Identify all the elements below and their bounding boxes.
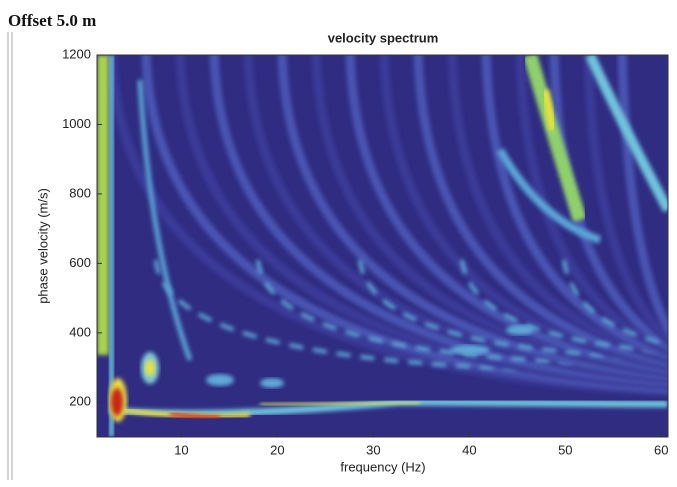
spectrum-band: [209, 55, 668, 387]
spectrum-band: [583, 55, 668, 346]
spectrum-band: [413, 55, 668, 368]
spectrum-band: [107, 55, 668, 396]
spectrum-band: [481, 55, 668, 360]
spectrum-feature: [259, 400, 421, 407]
spectrum-band: [243, 55, 668, 384]
spectrum-band: [141, 55, 668, 393]
spectrum-feature: [111, 388, 123, 416]
chart-title: velocity spectrum: [328, 30, 439, 45]
spectrum-feature: [506, 325, 534, 335]
y-tick-label: 1200: [62, 46, 91, 61]
spectrum-feature: [585, 55, 668, 213]
spectrum-band: [277, 55, 668, 381]
x-axis-label: frequency (Hz): [340, 459, 425, 474]
x-tick-label: 50: [558, 442, 572, 457]
spectrum-band: [256, 259, 668, 366]
spectrum-feature: [169, 411, 221, 420]
y-tick-label: 400: [69, 324, 91, 339]
y-tick-label: 800: [69, 185, 91, 200]
x-tick-label: 30: [366, 442, 380, 457]
spectrum-feature: [137, 79, 193, 361]
spectrum-band: [549, 55, 668, 352]
spectrum-band: [175, 55, 668, 390]
spectrum-feature: [206, 374, 234, 386]
y-axis-label: phase velocity (m/s): [35, 188, 50, 304]
spectrum-feature: [523, 55, 587, 223]
spectrum-feature: [541, 89, 557, 131]
x-tick-label: 20: [270, 442, 284, 457]
spectrum-feature: [450, 345, 490, 355]
offset-label: Offset 5.0 m: [8, 11, 96, 30]
x-tick-label: 10: [174, 442, 188, 457]
spectrum-feature: [496, 148, 602, 244]
spectrum-feature: [109, 55, 114, 437]
plot-frame: [96, 54, 669, 438]
spectrum-band: [515, 55, 668, 356]
spectrum-band: [311, 55, 668, 378]
y-tick-label: 600: [69, 255, 91, 270]
spectrum-band: [447, 55, 668, 364]
spectrum-feature: [260, 378, 284, 388]
x-tick-label: 40: [462, 442, 476, 457]
spectrum-band: [460, 259, 668, 354]
spectrum-band: [562, 259, 668, 346]
y-tick-label: 1000: [62, 116, 91, 131]
spectrum-band: [617, 55, 668, 338]
spectrum-feature: [145, 360, 155, 376]
y-tick-label: 200: [69, 394, 91, 409]
spectrum: [97, 55, 668, 437]
x-tick-label: 60: [654, 442, 668, 457]
spectrum-feature: [97, 55, 109, 355]
